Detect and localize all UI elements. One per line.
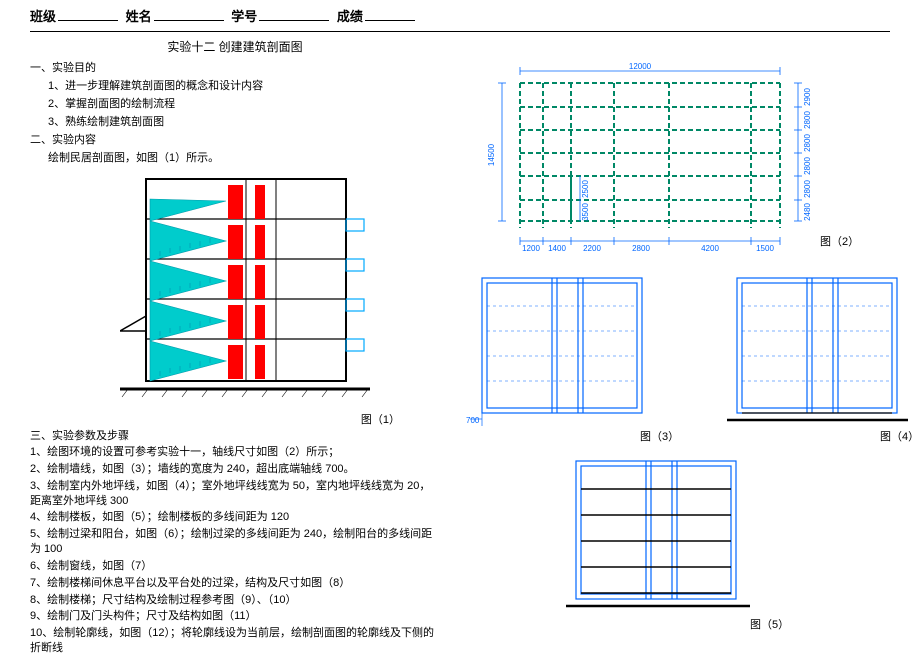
section2-heading: 二、实验内容 [30, 131, 440, 147]
svg-text:14500: 14500 [487, 143, 496, 166]
dim-top: 12000 [629, 63, 652, 71]
page-body: 实验十二 创建建筑剖面图 一、实验目的 1、进一步理解建筑剖面图的概念和设计内容… [0, 38, 920, 628]
student-header: 班级 姓名 学号 成绩 [0, 0, 920, 29]
svg-text:2800: 2800 [803, 180, 812, 198]
section1-item3: 3、熟练绘制建筑剖面图 [30, 113, 440, 129]
step-10: 10、绘制轮廓线，如图（12）；将轮廓线设为当前层，绘制剖面图的轮廓线及下侧的折… [30, 626, 440, 656]
svg-text:700: 700 [466, 416, 480, 425]
svg-text:4200: 4200 [701, 244, 719, 253]
step-1: 1、绘图环境的设置可参考实验十一，轴线尺寸如图（2）所示； [30, 445, 440, 460]
section1-heading: 一、实验目的 [30, 59, 440, 75]
steps-list: 1、绘图环境的设置可参考实验十一，轴线尺寸如图（2）所示； 2、绘制墙线，如图（… [30, 445, 440, 656]
figure-3: 700 [460, 268, 655, 436]
figure-4 [725, 268, 910, 436]
name-blank [154, 20, 224, 21]
step-5: 5、绘制过梁和阳台，如图（6）；绘制过梁的多线间距为 240，绘制阳台的多线间距… [30, 527, 440, 557]
section1-item1: 1、进一步理解建筑剖面图的概念和设计内容 [30, 77, 440, 93]
step-2: 2、绘制墙线，如图（3）；墙线的宽度为 240，超出底端轴线 700。 [30, 462, 440, 477]
svg-text:2800: 2800 [632, 244, 650, 253]
step-6: 6、绘制窗线，如图（7） [30, 559, 440, 574]
score-blank [365, 20, 415, 21]
figure-4-caption: 图（4） [880, 428, 919, 444]
header-rule [30, 31, 890, 32]
svg-text:2800: 2800 [803, 111, 812, 129]
figure-2-caption: 图（2） [820, 233, 859, 249]
step-8: 8、绘制楼梯；尺寸结构及绘制过程参考图（9）、（10） [30, 593, 440, 608]
svg-text:3500: 3500 [581, 203, 590, 221]
section1-item2: 2、掌握剖面图的绘制流程 [30, 95, 440, 111]
step-7: 7、绘制楼梯间休息平台以及平台处的过梁，结构及尺寸如图（8） [30, 576, 440, 591]
figure-5-caption: 图（5） [750, 616, 789, 632]
step-9: 9、绘制门及门头构件；尺寸及结构如图（11） [30, 609, 440, 624]
figure-1 [120, 171, 440, 409]
figure-1-caption: 图（1） [30, 411, 440, 427]
id-label: 学号 [231, 9, 257, 24]
figure-5 [560, 453, 755, 621]
section3-heading: 三、实验参数及步骤 [30, 427, 440, 443]
class-label: 班级 [30, 9, 56, 24]
name-label: 姓名 [126, 9, 152, 24]
class-blank [58, 20, 118, 21]
svg-text:2200: 2200 [583, 244, 601, 253]
svg-text:2800: 2800 [803, 134, 812, 152]
svg-text:2800: 2800 [803, 157, 812, 175]
step-4: 4、绘制楼板，如图（5）；绘制楼板的多线间距为 120 [30, 510, 440, 525]
svg-text:2900: 2900 [803, 88, 812, 106]
left-column: 实验十二 创建建筑剖面图 一、实验目的 1、进一步理解建筑剖面图的概念和设计内容… [30, 38, 440, 658]
score-label: 成绩 [337, 9, 363, 24]
id-blank [259, 20, 329, 21]
figure-3-caption: 图（3） [640, 428, 679, 444]
svg-text:2500: 2500 [581, 180, 590, 198]
svg-text:2480: 2480 [803, 203, 812, 221]
section2-body: 绘制民居剖面图，如图（1）所示。 [30, 149, 440, 165]
svg-text:1200: 1200 [522, 244, 540, 253]
experiment-title: 实验十二 创建建筑剖面图 [30, 38, 440, 55]
svg-text:1500: 1500 [756, 244, 774, 253]
step-3: 3、绘制室内外地坪线，如图（4）；室外地坪线线宽为 50，室内地坪线线宽为 20… [30, 479, 440, 509]
svg-text:1400: 1400 [548, 244, 566, 253]
